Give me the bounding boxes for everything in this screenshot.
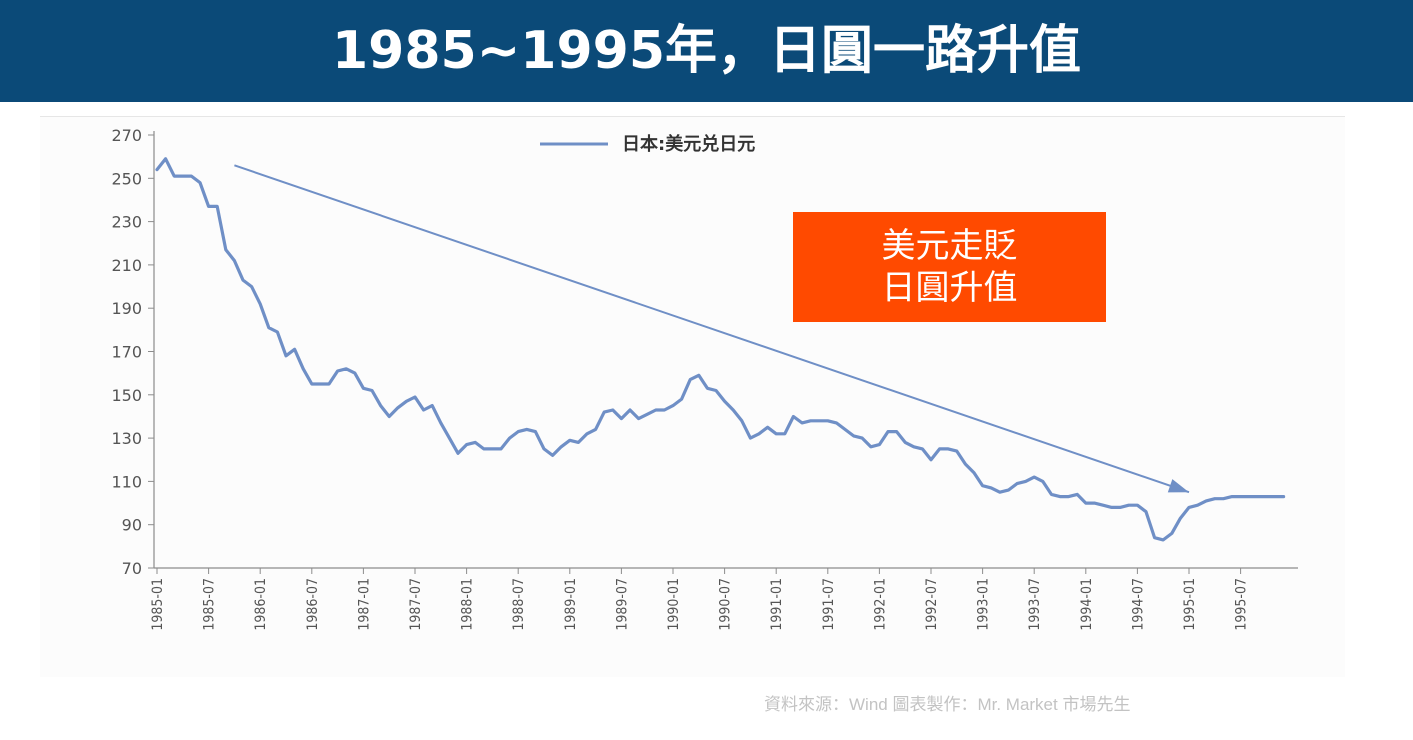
legend-label: 日本:美元兑日元 bbox=[622, 133, 755, 155]
line-chart: 270 250 230 210 190 170 150 130 110 90 70 1985-01 19… bbox=[111, 126, 1298, 631]
y-tick-label: 170 bbox=[111, 343, 142, 362]
source-note: 資料來源：Wind 圖表製作：Mr. Market 市場先生 bbox=[764, 695, 1131, 714]
y-tick-label: 210 bbox=[111, 256, 142, 275]
x-tick-label: 1993-01 bbox=[976, 578, 992, 631]
y-tick-label: 90 bbox=[122, 516, 142, 535]
y-tick-label: 70 bbox=[122, 559, 142, 578]
x-tick-label: 1989-07 bbox=[614, 578, 630, 631]
series-line bbox=[155, 157, 1286, 542]
y-tick-label: 130 bbox=[111, 429, 142, 448]
x-tick-label: 1992-07 bbox=[924, 578, 940, 631]
y-tick-label: 270 bbox=[111, 126, 142, 145]
x-tick-label: 1991-07 bbox=[821, 578, 837, 631]
title-bar bbox=[0, 0, 1413, 102]
x-tick-label: 1988-01 bbox=[460, 578, 476, 631]
x-tick-label: 1987-07 bbox=[408, 578, 424, 631]
x-tick-label: 1986-01 bbox=[253, 578, 269, 631]
x-tick-label: 1994-07 bbox=[1130, 578, 1146, 631]
x-tick-label: 1993-07 bbox=[1027, 578, 1043, 631]
x-tick-label: 1991-01 bbox=[769, 578, 785, 631]
x-tick-label: 1985-07 bbox=[202, 578, 218, 631]
x-tick-label: 1985-01 bbox=[150, 578, 166, 631]
x-tick-label: 1987-01 bbox=[356, 578, 372, 631]
trend-arrow-head bbox=[1167, 479, 1189, 493]
y-tick-label: 250 bbox=[111, 169, 142, 188]
page-title: 1985~1995年，日圓一路升值 bbox=[331, 21, 1082, 81]
x-tick-label: 1995-07 bbox=[1234, 578, 1250, 631]
callout-box: 美元走貶 日圓升值 bbox=[793, 212, 1106, 322]
x-tick-label: 1988-07 bbox=[511, 578, 527, 631]
trend-arrow-line bbox=[234, 164, 1190, 494]
y-tick-label: 230 bbox=[111, 213, 142, 232]
y-tick-label: 150 bbox=[111, 386, 142, 405]
x-tick-label: 1994-01 bbox=[1079, 578, 1095, 631]
callout-line-2: 日圓升值 bbox=[881, 268, 1018, 308]
x-tick-label: 1992-01 bbox=[872, 578, 888, 631]
y-tick-label: 190 bbox=[111, 299, 142, 318]
chart-area: 270 250 230 210 190 170 150 130 110 90 70 1985-01 19… bbox=[40, 116, 1345, 677]
x-tick-label: 1986-07 bbox=[305, 578, 321, 631]
x-tick-label: 1989-01 bbox=[563, 578, 579, 631]
x-tick-label: 1995-01 bbox=[1182, 578, 1198, 631]
callout-line-1: 美元走貶 bbox=[881, 226, 1018, 266]
x-tick-label: 1990-07 bbox=[718, 578, 734, 631]
y-tick-label: 110 bbox=[111, 472, 142, 491]
x-tick-label: 1990-01 bbox=[666, 578, 682, 631]
